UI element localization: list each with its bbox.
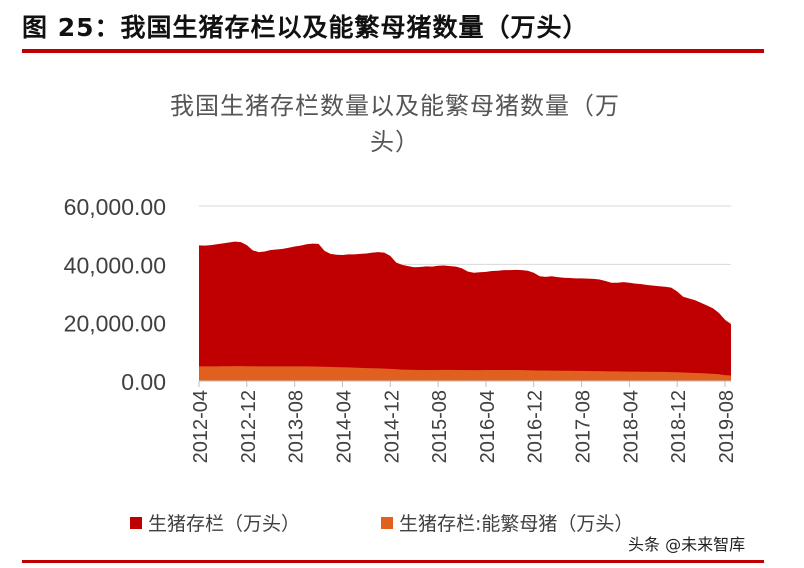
x-tick-label: 2013-08 [286, 390, 308, 463]
x-tick-label: 2014-12 [381, 390, 403, 463]
y-tick-label: 20,000.00 [64, 311, 166, 337]
legend-swatch [130, 517, 142, 529]
watermark: 头条 @未来智库 [624, 531, 750, 555]
x-tick-label: 2014-04 [333, 390, 355, 463]
x-tick-label: 2019-08 [716, 390, 738, 463]
y-tick-label: 60,000.00 [64, 194, 166, 220]
legend-label: 生猪存栏:能繁母猪（万头） [399, 513, 633, 535]
series-total-area [199, 241, 731, 381]
x-tick-label: 2018-04 [620, 390, 642, 463]
bottom-rule [22, 560, 764, 563]
y-tick-label: 40,000.00 [64, 252, 166, 278]
x-tick-label: 2012-12 [238, 390, 260, 463]
chart-title-line-1: 我国生猪存栏数量以及能繁母猪数量（万 [170, 92, 620, 120]
chart-title: 我国生猪存栏数量以及能繁母猪数量（万 头） [100, 88, 690, 160]
y-axis-tick-labels: 0.00 20,000.00 40,000.00 60,000.00 [64, 194, 166, 395]
y-tick-label: 0.00 [121, 369, 166, 395]
series-area-total [199, 241, 731, 381]
legend: 生猪存栏（万头） 生猪存栏:能繁母猪（万头） [130, 513, 633, 535]
legend-swatch [381, 517, 393, 529]
x-tick-label: 2018-12 [668, 390, 690, 463]
top-rule [22, 49, 764, 53]
series-sows-area [199, 366, 731, 381]
x-tick-label: 2016-04 [477, 390, 499, 463]
figure-caption: 图 25：我国生猪存栏以及能繁母猪数量（万头） [22, 13, 589, 42]
legend-label: 生猪存栏（万头） [148, 513, 300, 535]
chart-title-line-2: 头） [370, 128, 420, 156]
x-axis-tick-labels: 2012-04 2012-12 2013-08 2014-04 2014-12 2015-… [190, 381, 738, 463]
x-tick-label: 2017-08 [573, 390, 595, 463]
x-tick-label: 2012-04 [190, 390, 212, 463]
x-tick-label: 2015-08 [429, 390, 451, 463]
series-area-sows [199, 366, 731, 381]
x-tick-label: 2016-12 [525, 390, 547, 463]
